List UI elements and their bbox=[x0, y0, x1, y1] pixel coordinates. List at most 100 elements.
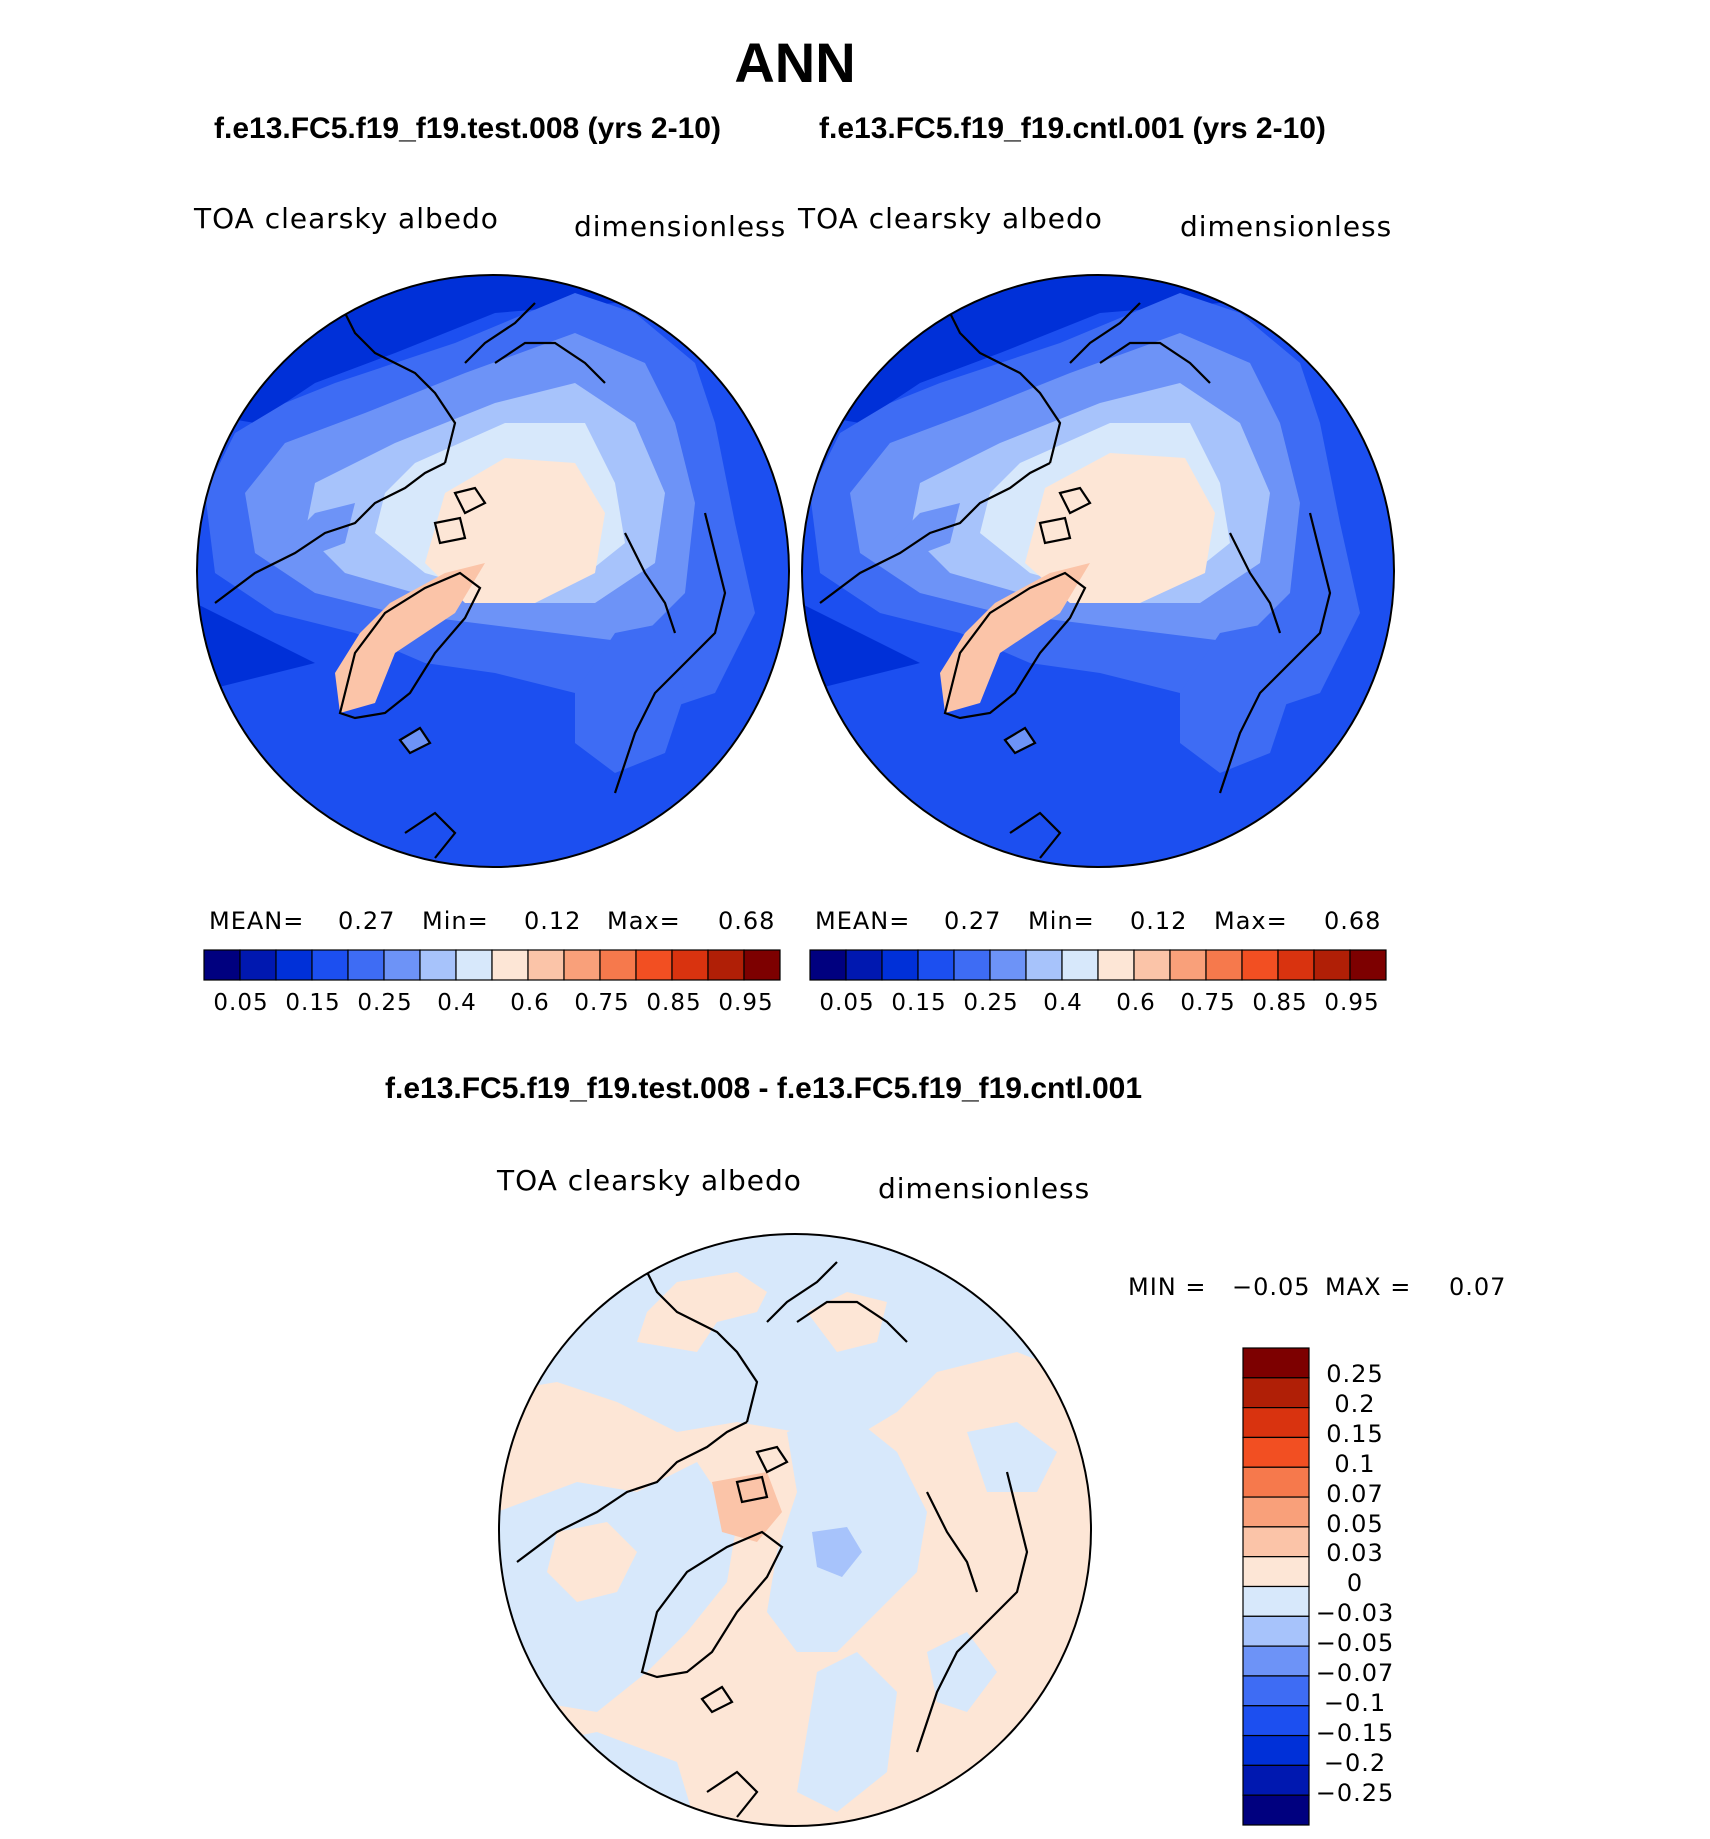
colorbar-swatch bbox=[563, 949, 601, 981]
colorbar-swatch bbox=[635, 949, 673, 981]
colorbar-swatch bbox=[845, 949, 883, 981]
colorbar-tick: −0.07 bbox=[1315, 1659, 1395, 1687]
diff-colorbar-ticks: 0.25 0.2 0.15 0.1 0.07 0.05 0.03 0 −0.03… bbox=[1300, 1360, 1440, 1820]
colorbar-swatch bbox=[1349, 949, 1387, 981]
colorbar-swatch bbox=[743, 949, 781, 981]
colorbar-tick: 0.85 bbox=[646, 990, 702, 1016]
test-mean-value: 0.27 bbox=[338, 907, 396, 935]
test-colorbar bbox=[203, 949, 781, 981]
colorbar-tick: 0.1 bbox=[1334, 1450, 1376, 1478]
colorbar-swatch bbox=[671, 949, 709, 981]
colorbar-swatch bbox=[809, 949, 847, 981]
colorbar-swatch bbox=[239, 949, 277, 981]
colorbar-swatch bbox=[275, 949, 313, 981]
colorbar-swatch bbox=[1242, 1347, 1310, 1379]
colorbar-tick: 0.15 bbox=[285, 990, 341, 1016]
cntl-variable-label: TOA clearsky albedo bbox=[798, 202, 1103, 235]
diff-polar-map bbox=[498, 1233, 1092, 1827]
cntl-colorbar bbox=[809, 949, 1387, 981]
test-min-label: Min= bbox=[422, 907, 489, 935]
diff-variable-label: TOA clearsky albedo bbox=[497, 1164, 802, 1197]
colorbar-tick: −0.15 bbox=[1315, 1719, 1395, 1747]
colorbar-tick: 0.85 bbox=[1252, 990, 1308, 1016]
cntl-polar-map bbox=[801, 274, 1395, 868]
colorbar-swatch bbox=[1242, 1407, 1310, 1439]
colorbar-tick: 0.25 bbox=[963, 990, 1019, 1016]
colorbar-tick: 0.05 bbox=[819, 990, 875, 1016]
colorbar-tick: 0.07 bbox=[1326, 1480, 1384, 1508]
colorbar-tick: 0.25 bbox=[357, 990, 413, 1016]
colorbar-swatch bbox=[599, 949, 637, 981]
colorbar-swatch bbox=[917, 949, 955, 981]
colorbar-tick: 0.6 bbox=[510, 990, 550, 1016]
colorbar-tick: −0.03 bbox=[1315, 1599, 1395, 1627]
cntl-colorbar-ticks: 0.05 0.15 0.25 0.4 0.6 0.75 0.85 0.95 bbox=[0, 990, 1710, 1020]
colorbar-tick: 0.03 bbox=[1326, 1539, 1384, 1567]
colorbar-swatch bbox=[1242, 1526, 1310, 1558]
colorbar-tick: 0.75 bbox=[574, 990, 630, 1016]
colorbar-swatch bbox=[881, 949, 919, 981]
test-mean-label: MEAN= bbox=[209, 907, 305, 935]
test-max-label: Max= bbox=[607, 907, 681, 935]
cntl-max-label: Max= bbox=[1214, 907, 1288, 935]
colorbar-swatch bbox=[1242, 1556, 1310, 1588]
cntl-max-value: 0.68 bbox=[1324, 907, 1382, 935]
colorbar-swatch bbox=[1313, 949, 1351, 981]
season-title: ANN bbox=[734, 31, 856, 94]
colorbar-tick: −0.05 bbox=[1315, 1629, 1395, 1657]
colorbar-swatch bbox=[311, 949, 349, 981]
colorbar-swatch bbox=[1242, 1585, 1310, 1617]
colorbar-tick: 0.95 bbox=[718, 990, 774, 1016]
colorbar-swatch bbox=[1242, 1645, 1310, 1677]
colorbar-swatch bbox=[1097, 949, 1135, 981]
test-max-value: 0.68 bbox=[718, 907, 776, 935]
colorbar-swatch bbox=[1277, 949, 1315, 981]
colorbar-swatch bbox=[455, 949, 493, 981]
colorbar-tick: 0.05 bbox=[1326, 1510, 1384, 1538]
colorbar-tick: 0.75 bbox=[1180, 990, 1236, 1016]
diff-min-value: −0.05 bbox=[1232, 1273, 1311, 1301]
test-polar-map bbox=[196, 274, 790, 868]
colorbar-swatch bbox=[989, 949, 1027, 981]
colorbar-tick: −0.25 bbox=[1315, 1779, 1395, 1807]
test-min-value: 0.12 bbox=[524, 907, 582, 935]
colorbar-swatch bbox=[203, 949, 241, 981]
diff-colorbar bbox=[1242, 1347, 1310, 1826]
colorbar-swatch bbox=[1242, 1436, 1310, 1468]
colorbar-swatch bbox=[1242, 1615, 1310, 1647]
cntl-case-title: f.e13.FC5.f19_f19.cntl.001 (yrs 2-10) bbox=[819, 112, 1326, 145]
test-variable-label: TOA clearsky albedo bbox=[194, 202, 499, 235]
colorbar-swatch bbox=[527, 949, 565, 981]
cntl-min-value: 0.12 bbox=[1130, 907, 1188, 935]
colorbar-tick: −0.1 bbox=[1323, 1689, 1387, 1717]
colorbar-tick: 0.4 bbox=[1043, 990, 1083, 1016]
colorbar-tick: 0.4 bbox=[437, 990, 477, 1016]
colorbar-swatch bbox=[1242, 1466, 1310, 1498]
colorbar-tick: 0.95 bbox=[1324, 990, 1380, 1016]
colorbar-swatch bbox=[1133, 949, 1171, 981]
colorbar-tick: 0.25 bbox=[1326, 1360, 1384, 1388]
colorbar-tick: 0.15 bbox=[1326, 1420, 1384, 1448]
test-colorbar-ticks: 0.05 0.15 0.25 0.4 0.6 0.75 0.85 0.95 bbox=[0, 990, 1710, 1020]
test-case-title: f.e13.FC5.f19_f19.test.008 (yrs 2-10) bbox=[214, 112, 721, 145]
colorbar-swatch bbox=[347, 949, 385, 981]
colorbar-tick: 0.15 bbox=[891, 990, 947, 1016]
diff-max-value: 0.07 bbox=[1449, 1273, 1507, 1301]
diff-units-label: dimensionless bbox=[878, 1172, 1091, 1205]
cntl-mean-label: MEAN= bbox=[815, 907, 911, 935]
test-units-label: dimensionless bbox=[574, 210, 787, 243]
colorbar-swatch bbox=[491, 949, 529, 981]
cntl-min-label: Min= bbox=[1028, 907, 1095, 935]
colorbar-swatch bbox=[1025, 949, 1063, 981]
colorbar-swatch bbox=[953, 949, 991, 981]
cntl-mean-value: 0.27 bbox=[944, 907, 1002, 935]
colorbar-swatch bbox=[1242, 1794, 1310, 1826]
colorbar-swatch bbox=[1241, 949, 1279, 981]
colorbar-tick: 0.6 bbox=[1116, 990, 1156, 1016]
colorbar-swatch bbox=[1242, 1705, 1310, 1737]
cntl-units-label: dimensionless bbox=[1180, 210, 1393, 243]
colorbar-swatch bbox=[707, 949, 745, 981]
diff-max-label: MAX = bbox=[1325, 1273, 1412, 1301]
colorbar-swatch bbox=[1242, 1496, 1310, 1528]
